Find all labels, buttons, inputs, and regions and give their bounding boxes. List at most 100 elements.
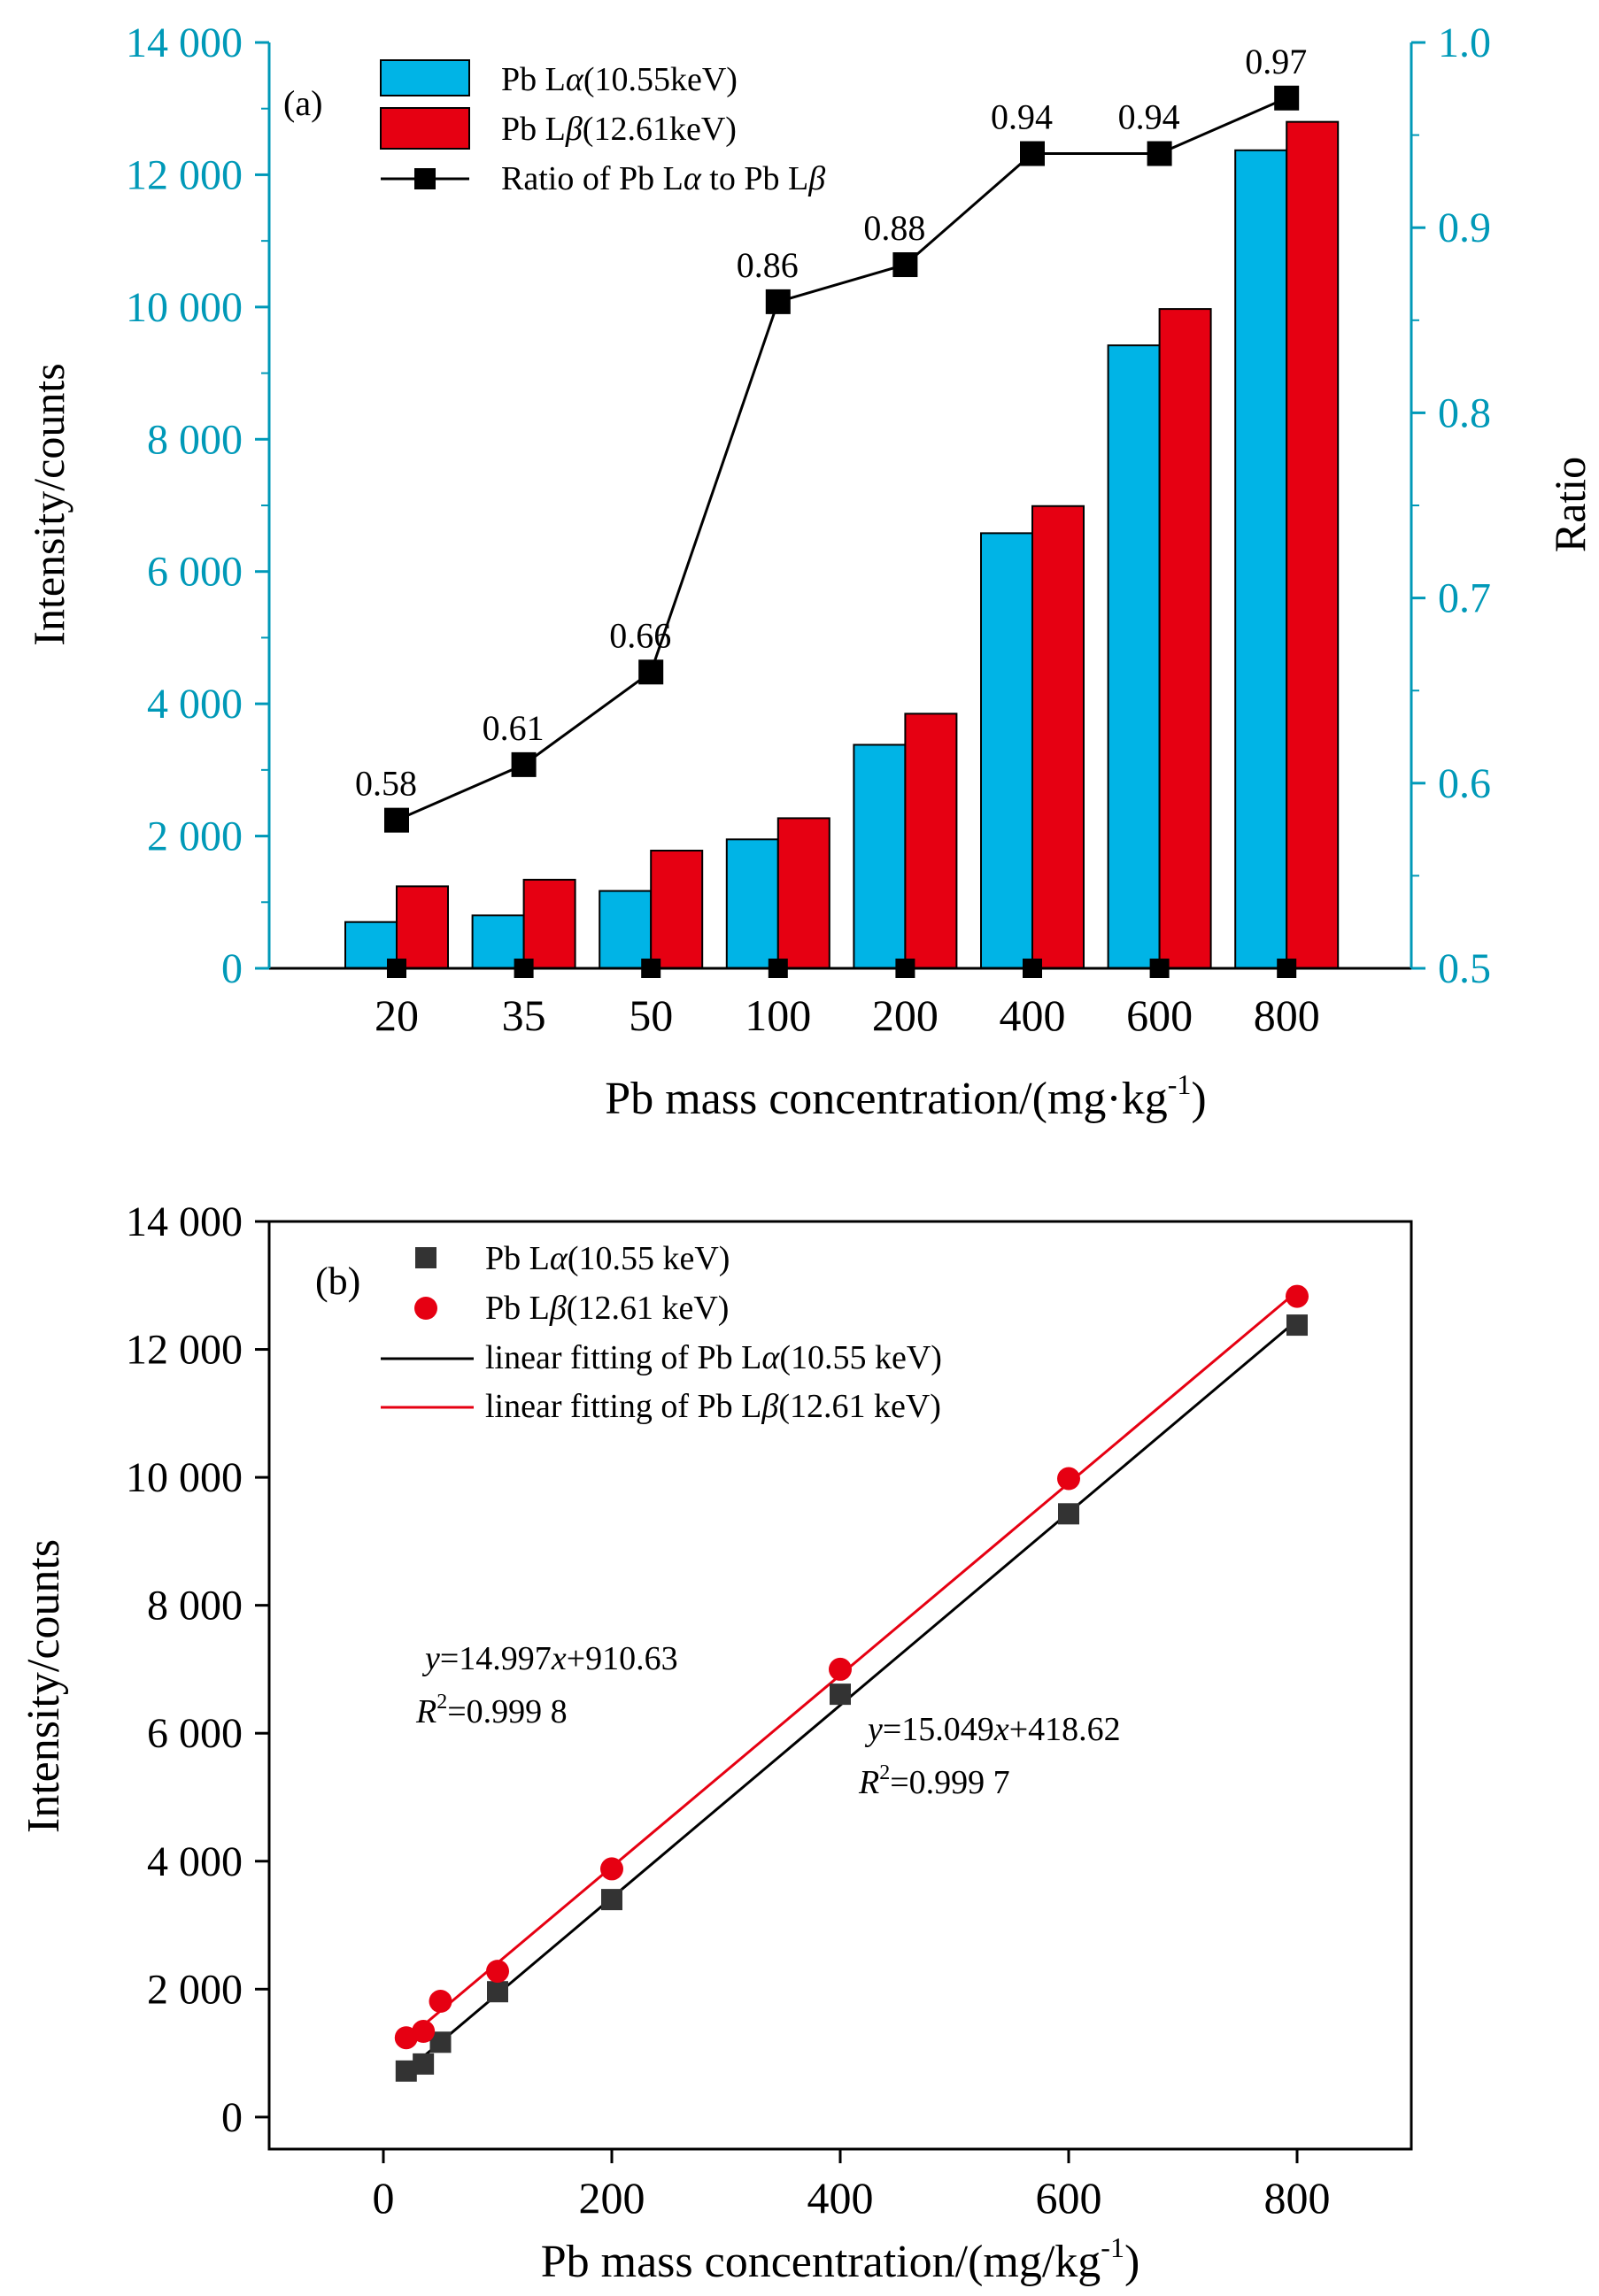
panel-b-legend: Pb Lα(10.55 keV) Pb Lβ(12.61 keV) linear… xyxy=(381,1240,942,1425)
panel-a-x-tick-marker xyxy=(1023,959,1042,978)
bar-pb-la-600 xyxy=(1107,344,1161,970)
legend-label-pb-lb-b: Pb Lβ(12.61 keV) xyxy=(485,1290,729,1327)
panel-a-y2-tick-label: 0.8 xyxy=(1438,389,1491,436)
ratio-data-label-200: 0.88 xyxy=(863,208,925,248)
panel-a-y-tick-label: 8 000 xyxy=(147,416,243,463)
ratio-marker-400 xyxy=(1020,141,1045,166)
panel-a-y-tick-label: 2 000 xyxy=(147,813,243,860)
panel-a-label: (a) xyxy=(283,83,322,123)
panel-b-y-tick-label: 2 000 xyxy=(147,1966,243,2013)
panel-b-x-tick-label: 600 xyxy=(1036,2173,1102,2223)
panel-a-bars xyxy=(344,120,1340,970)
panel-a-x-tick-marker xyxy=(768,959,788,978)
point-pb-lb-50 xyxy=(429,1990,452,2014)
point-pb-lb-35 xyxy=(412,2020,436,2044)
panel-a-x-axis-title: Pb mass concentration/(mg·kg-1) xyxy=(605,1068,1206,1124)
panel-a-x-tick-label: 200 xyxy=(872,990,939,1040)
bar-pb-la-200 xyxy=(853,744,907,969)
legend-marker-pb-la-b xyxy=(415,1247,436,1268)
ratio-data-label-20: 0.58 xyxy=(355,764,417,804)
bar-pb-lb-600 xyxy=(1158,308,1212,969)
fit-equation-la: y=15.049x+418.62 xyxy=(864,1711,1121,1748)
ratio-marker-20 xyxy=(384,807,409,833)
legend-label-ratio: Ratio of Pb Lα to Pb Lβ xyxy=(501,160,825,197)
panel-b-y-tick-label: 10 000 xyxy=(126,1454,243,1501)
panel-a-y2-tick-label: 0.9 xyxy=(1438,204,1491,251)
panel-a-y-tick-label: 4 000 xyxy=(147,681,243,728)
panel-b-axes: 0 2 000 4 000 6 000 8 000 10 000 12 000 14 000 0… xyxy=(126,1198,1331,2223)
panel-b-x-axis-title: Pb mass concentration/(mg/kg-1) xyxy=(541,2231,1140,2287)
legend-marker-ratio xyxy=(414,168,436,189)
ratio-marker-800 xyxy=(1274,85,1300,111)
panel-a-y2-tick-label: 0.5 xyxy=(1438,945,1491,992)
panel-b-label: (b) xyxy=(315,1260,360,1303)
panel-a-x-tick-marker xyxy=(1149,959,1170,978)
panel-a-y-tick-label: 14 000 xyxy=(126,19,243,66)
bar-pb-la-400 xyxy=(980,532,1033,969)
panel-a-y-tick-label: 12 000 xyxy=(126,151,243,198)
ratio-marker-200 xyxy=(892,252,918,278)
panel-a-y2-axis-title: Ratio xyxy=(1545,457,1595,552)
panel-a-x-tick-label: 800 xyxy=(1254,990,1320,1040)
panel-a-y-axis-title: Intensity/counts xyxy=(24,363,73,645)
panel-a-ratio-line: 0.58 0.61 0.66 0.86 0.88 0.94 0.94 0.97 xyxy=(355,42,1307,833)
panel-a-y2-tick-label: 0.6 xyxy=(1438,760,1491,807)
panel-a-x-tick-marker xyxy=(895,959,915,978)
bar-pb-la-100 xyxy=(725,838,779,969)
legend-label-pb-la: Pb Lα(10.55keV) xyxy=(501,61,738,98)
ratio-data-label-35: 0.61 xyxy=(483,708,545,748)
fit-equation-lb: y=14.997x+910.63 xyxy=(421,1640,678,1677)
ratio-marker-50 xyxy=(638,659,664,685)
panel-b-chart: 0 2 000 4 000 6 000 8 000 10 000 12 000 14 000 0… xyxy=(19,1198,1413,2287)
panel-b-y-tick-label: 0 xyxy=(221,2094,243,2141)
point-pb-lb-400 xyxy=(829,1657,852,1681)
bar-pb-la-800 xyxy=(1234,149,1288,969)
fit-r2-la: R2=0.999 7 xyxy=(858,1761,1010,1801)
legend-marker-pb-lb-b xyxy=(414,1297,437,1320)
panel-b-y-tick-label: 6 000 xyxy=(147,1710,243,1757)
ratio-marker-100 xyxy=(765,289,791,314)
point-pb-lb-800 xyxy=(1286,1284,1309,1308)
ratio-data-label-50: 0.66 xyxy=(609,615,671,655)
legend-label-pb-la-b: Pb Lα(10.55 keV) xyxy=(485,1240,730,1277)
legend-swatch-pb-lb xyxy=(380,107,470,150)
panel-b-y-axis-title: Intensity/counts xyxy=(19,1539,69,1833)
panel-a-y-tick-label: 6 000 xyxy=(147,549,243,596)
panel-a-x-tick-label: 35 xyxy=(502,990,546,1040)
panel-b-y-tick-label: 4 000 xyxy=(147,1838,243,1885)
panel-b-x-tick-label: 200 xyxy=(579,2173,645,2223)
bar-pb-la-20 xyxy=(344,921,398,969)
panel-a-legend: Pb Lα(10.55keV) Pb Lβ(12.61keV) Ratio of… xyxy=(380,59,825,197)
point-pb-la-800 xyxy=(1286,1314,1308,1337)
bar-pb-la-50 xyxy=(599,890,653,969)
point-pb-la-400 xyxy=(830,1683,851,1706)
panel-b-points xyxy=(394,1284,1309,2082)
panel-a-x-tick-label: 20 xyxy=(375,990,419,1040)
fit-r2-lb: R2=0.999 8 xyxy=(415,1691,568,1730)
legend-swatch-pb-la xyxy=(380,59,470,96)
panel-a-axes: 0 2 000 4 000 6 000 8 000 10 000 12 000 14 000 0… xyxy=(126,19,1491,1040)
bar-pb-lb-100 xyxy=(776,817,830,969)
bar-pb-lb-800 xyxy=(1286,120,1340,969)
panel-b-x-tick-label: 800 xyxy=(1264,2173,1331,2223)
legend-label-fit-la: linear fitting of Pb Lα(10.55 keV) xyxy=(485,1339,942,1376)
ratio-marker-35 xyxy=(511,751,537,777)
panel-b-fit-lines xyxy=(405,1290,1298,2072)
panel-b-x-tick-label: 0 xyxy=(373,2173,395,2223)
point-pb-lb-100 xyxy=(486,1960,509,1984)
panel-a-y2-tick-label: 0.7 xyxy=(1438,575,1491,622)
panel-a-x-tick-marker xyxy=(641,959,661,978)
point-pb-la-35 xyxy=(413,2053,435,2075)
fit-line-pb-lb xyxy=(405,1290,1298,2041)
fit-line-pb-la xyxy=(405,1319,1298,2072)
point-pb-la-600 xyxy=(1058,1503,1079,1525)
bar-pb-lb-50 xyxy=(650,850,704,969)
ratio-data-label-100: 0.86 xyxy=(737,245,799,285)
point-pb-la-200 xyxy=(601,1889,622,1911)
panel-a-x-tick-label: 50 xyxy=(629,990,673,1040)
legend-label-pb-lb: Pb Lβ(12.61keV) xyxy=(501,111,737,148)
bar-pb-lb-400 xyxy=(1031,505,1085,969)
ratio-data-label-400: 0.94 xyxy=(991,97,1053,137)
panel-b-x-tick-label: 400 xyxy=(807,2173,874,2223)
